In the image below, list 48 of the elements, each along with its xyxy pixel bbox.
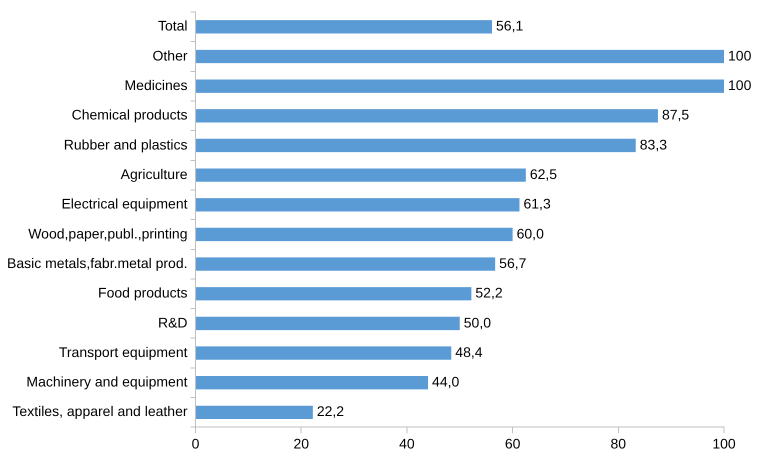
data-label: 87,5 (662, 106, 690, 123)
y-tick-label: Rubber and plastics (64, 136, 188, 152)
bar (196, 316, 460, 330)
data-label: 44,0 (432, 374, 460, 390)
bar (196, 228, 513, 242)
bar (196, 109, 658, 122)
y-tick-label: Textiles, apparel and leather (12, 403, 188, 420)
bar (196, 287, 472, 300)
x-tick-label: 60 (504, 435, 521, 452)
bar (196, 257, 496, 271)
x-tick-label: 20 (293, 435, 310, 452)
x-tick-label: 80 (610, 435, 626, 452)
bar (196, 50, 724, 64)
data-label: 56,7 (499, 254, 527, 271)
bar (196, 346, 452, 360)
bar (196, 79, 724, 93)
data-label: 52,2 (475, 284, 503, 301)
bar (196, 198, 520, 212)
bar (196, 406, 313, 420)
data-label: 60,0 (516, 225, 544, 242)
data-label: 100 (728, 77, 752, 93)
y-tick-label: Machinery and equipment (26, 374, 188, 390)
bar (196, 20, 492, 34)
y-tick-label: Food products (98, 284, 188, 301)
y-tick-label: Wood,paper,publ.,printing (28, 225, 188, 242)
y-tick-label: Basic metals,fabr.metal prod. (6, 254, 188, 271)
x-tick-label: 0 (192, 435, 200, 452)
data-label: 56,1 (496, 18, 524, 34)
y-tick-label: Electrical equipment (61, 196, 188, 212)
data-label: 62,5 (530, 166, 558, 182)
bar (196, 168, 526, 182)
data-label: 48,4 (455, 344, 483, 360)
y-tick-label: Agriculture (120, 166, 188, 182)
y-tick-label: Other (152, 47, 188, 64)
data-label: 100 (728, 47, 752, 64)
y-tick-label: Total (158, 18, 188, 34)
bar (196, 376, 428, 390)
data-label: 83,3 (640, 136, 668, 152)
y-tick-label: R&D (158, 314, 188, 330)
y-tick-label: Transport equipment (58, 344, 188, 360)
x-tick-label: 100 (712, 435, 736, 452)
y-tick-label: Medicines (124, 77, 188, 93)
data-label: 22,2 (316, 403, 344, 420)
x-tick-label: 40 (399, 435, 415, 452)
data-label: 50,0 (464, 314, 492, 330)
y-tick-label: Chemical products (72, 106, 188, 123)
bar (196, 138, 636, 152)
data-label: 61,3 (523, 196, 551, 212)
